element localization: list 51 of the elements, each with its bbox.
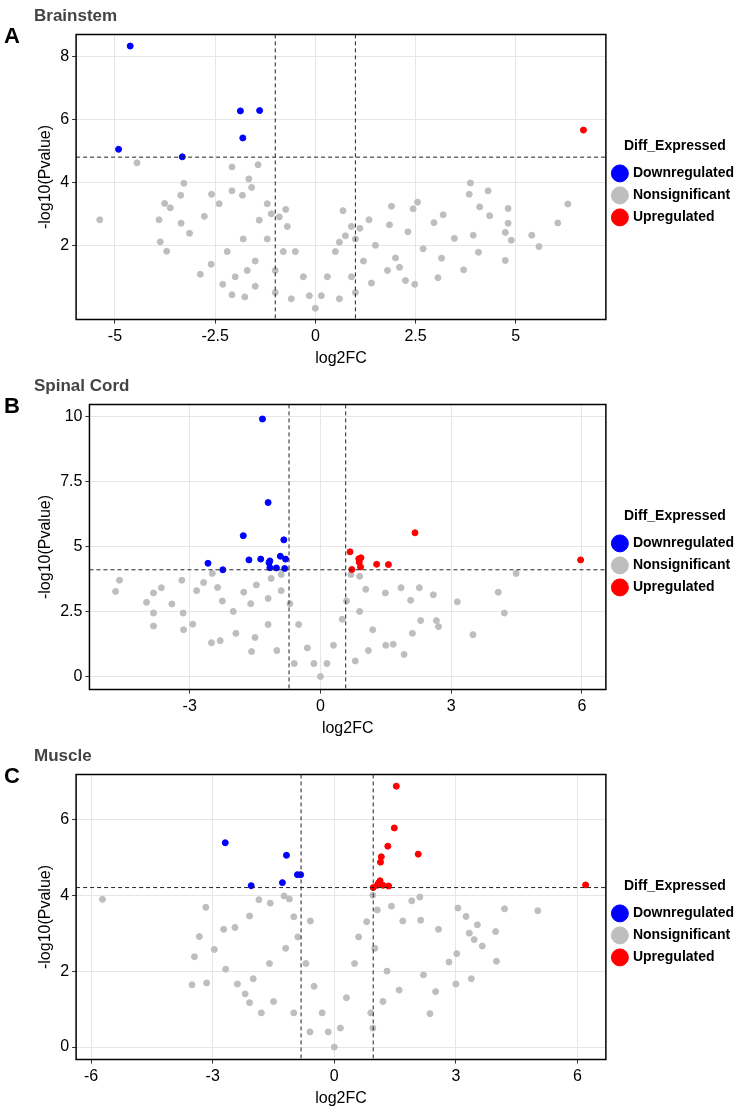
x-tick-label: -5 — [107, 326, 123, 344]
x-axis-title: log2FC — [315, 348, 367, 366]
y-tick-label: 0 — [73, 666, 83, 684]
x-tick-label: 0 — [310, 326, 320, 344]
chart-title: Spinal Cord — [34, 375, 130, 395]
y-axis-title: -log10(Pvalue) — [36, 864, 54, 970]
chart-title: Muscle — [34, 745, 92, 765]
y-tick-label: 8 — [60, 46, 70, 64]
y-tick-label: 0 — [60, 1037, 70, 1055]
y-axis-title: -log10(Pvalue) — [36, 124, 54, 230]
x-tick-label: 6 — [577, 696, 587, 714]
text: B — [4, 393, 20, 419]
x-tick-label: -6 — [83, 1066, 99, 1084]
y-tick-label: 4 — [60, 885, 70, 903]
x-tick-label: 0 — [315, 696, 325, 714]
x-tick-label: 5 — [511, 326, 521, 344]
legend-label: Upregulated — [632, 208, 715, 225]
y-tick-label: 2.5 — [60, 601, 83, 619]
y-tick-label: 2 — [60, 235, 70, 253]
legend-label: Downregulated — [632, 534, 735, 551]
x-axis-title: log2FC — [321, 718, 374, 736]
x-tick-label: 0 — [329, 1066, 339, 1084]
x-tick-label: 3 — [446, 696, 456, 714]
y-tick-label: 6 — [60, 109, 70, 127]
legend-label: Nonsignificant — [632, 186, 731, 203]
y-tick-label: 6 — [60, 809, 70, 827]
legend-title: Diff_Expressed — [623, 137, 726, 154]
legend-label: Nonsignificant — [632, 556, 731, 573]
legend-label: Upregulated — [632, 578, 715, 595]
text: C — [4, 763, 20, 789]
chart-title: Brainstem — [34, 5, 118, 25]
legend-label: Upregulated — [632, 948, 715, 965]
x-tick-label: -3 — [182, 696, 197, 714]
y-tick-label: 7.5 — [60, 471, 83, 489]
legend-label: Downregulated — [632, 904, 735, 921]
y-tick-label: 2 — [60, 961, 70, 979]
y-tick-label: 4 — [60, 172, 70, 190]
x-axis-title: log2FC — [315, 1088, 367, 1106]
legend-title: Diff_Expressed — [623, 507, 726, 524]
x-tick-label: -2.5 — [201, 326, 230, 344]
x-tick-label: 6 — [573, 1066, 583, 1084]
legend-title: Diff_Expressed — [623, 877, 726, 894]
y-tick-label: 5 — [73, 536, 83, 554]
x-tick-label: -3 — [205, 1066, 220, 1084]
y-tick-label: 10 — [64, 406, 83, 424]
x-tick-label: 2.5 — [404, 326, 427, 344]
text: A — [4, 23, 20, 49]
y-axis-title: -log10(Pvalue) — [36, 494, 54, 600]
legend-label: Downregulated — [632, 164, 735, 181]
x-tick-label: 3 — [451, 1066, 461, 1084]
legend-label: Nonsignificant — [632, 926, 731, 943]
